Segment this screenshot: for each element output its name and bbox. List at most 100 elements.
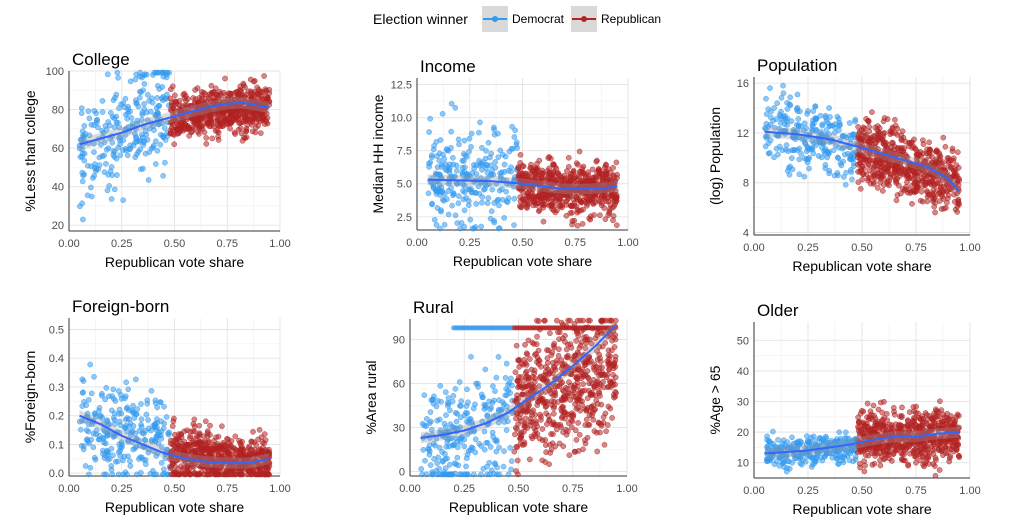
republican-point [574,330,580,336]
republican-point [951,168,957,174]
democrat-point [809,123,816,130]
democrat-point [822,433,829,440]
democrat-point [767,85,773,91]
republican-point [952,206,959,213]
democrat-point [437,383,444,389]
republican-point [532,193,539,200]
republican-point [594,157,600,164]
democrat-point [826,105,832,111]
democrat-point [136,456,142,462]
democrat-point [461,207,468,214]
democrat-point [803,156,810,163]
democrat-point [118,395,125,402]
democrat-point [487,154,493,161]
republican-point [171,415,177,422]
democrat-point [491,470,497,477]
y-tick-label: 90 [393,335,405,347]
republican-point [259,89,266,96]
democrat-point [147,470,154,477]
democrat-point [847,155,854,162]
democrat-point [126,423,133,430]
republican-point [196,131,202,137]
democrat-point [156,103,163,109]
democrat-point [783,142,790,148]
democrat-point [116,105,122,112]
x-tick-label: 1.00 [959,242,980,254]
democrat-point [492,164,499,171]
republican-point [604,175,611,181]
republican-point [880,140,887,147]
republican-point [612,332,619,338]
republican-point [171,98,178,105]
democrat-point [433,403,440,410]
democrat-point [487,444,494,450]
democrat-point [458,403,464,409]
democrat-point [153,471,160,478]
democrat-point [421,422,428,429]
democrat-point [830,147,837,154]
democrat-point [114,69,121,76]
democrat-point [495,130,501,137]
republican-point [566,452,573,459]
republican-point [208,449,215,456]
democrat-point [103,471,109,478]
republican-point [951,198,958,205]
democrat-point [505,471,512,478]
y-axis-label: (log) Population [707,107,723,205]
republican-point [606,361,612,368]
smooth-confidence-band [79,97,270,150]
democrat-point [846,132,853,139]
republican-point [564,354,571,361]
democrat-point [455,200,462,207]
republican-point [574,176,581,183]
democrat-point [478,391,485,398]
republican-point [531,341,537,347]
republican-point [926,191,933,198]
republican-point [537,375,543,381]
republican-point [573,437,580,443]
democrat-point [501,161,508,168]
x-axis-label: Republican vote share [105,254,245,270]
republican-point [535,361,542,368]
republican-point [895,165,902,172]
republican-point [534,333,540,340]
democrat-point [507,444,514,451]
democrat-point [775,151,781,158]
republican-point [597,212,603,219]
democrat-point [789,166,796,173]
democrat-point [456,193,462,199]
democrat-point [778,115,785,122]
republican-point [219,423,225,430]
republican-point [517,435,524,441]
republican-point [881,161,888,167]
democrat-point [88,193,95,200]
democrat-point [431,216,438,223]
republican-point [550,405,557,411]
democrat-point [108,196,115,202]
republican-point [211,438,217,444]
democrat-point [84,437,90,444]
democrat-point [796,156,803,163]
republican-point [544,347,550,353]
republican-point [541,317,548,324]
republican-point [228,119,235,126]
democrat-point [88,163,95,170]
democrat-point [822,165,829,172]
x-tick-label: 0.75 [562,483,583,495]
democrat-point [103,385,110,391]
republican-point [874,185,881,191]
republican-point [219,471,226,478]
democrat-point [789,434,795,441]
democrat-point [508,375,514,382]
republican-point [911,136,917,143]
democrat-point [120,197,127,204]
republican-point [539,426,546,432]
republican-point [531,199,538,206]
republican-point [213,471,220,477]
republican-point [857,160,863,167]
democrat-point [495,354,502,360]
republican-point [871,162,878,169]
republican-point [520,361,527,368]
democrat-point [784,121,791,128]
democrat-point [110,414,117,421]
